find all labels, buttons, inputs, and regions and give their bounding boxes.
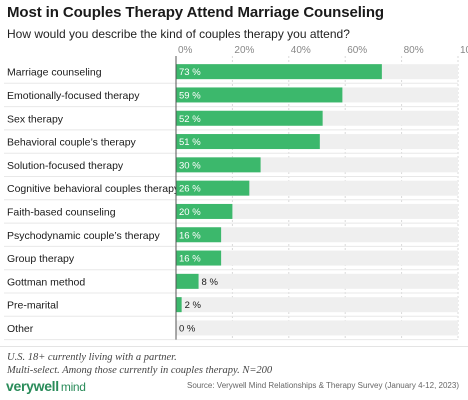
bar — [176, 134, 320, 150]
bar-track — [176, 203, 458, 219]
category-label: Cognitive behavioral couples therapy — [7, 183, 180, 195]
bar-chart: 0% 20% 40% 60% 80% 100% Marriage counseling 73 … — [4, 45, 468, 341]
category-label: Solution-focused therapy — [7, 160, 124, 172]
category-label: Psychodynamic couple’s therapy — [7, 230, 160, 242]
footnote-population: U.S. 18+ currently living with a partner… — [7, 352, 177, 363]
bar-track — [176, 227, 458, 243]
category-label: Faith-based counseling — [7, 206, 116, 218]
x-tick-label: 80% — [404, 45, 424, 56]
bar-track — [176, 320, 458, 336]
bar — [176, 157, 261, 173]
bar-value-label: 20 % — [179, 207, 201, 218]
bar-value-label: 0 % — [179, 323, 196, 334]
x-tick-label: 100% — [460, 45, 468, 56]
bar — [176, 250, 222, 266]
category-label: Sex therapy — [7, 113, 64, 125]
category-label: Group therapy — [7, 253, 75, 265]
chart-title: Most in Couples Therapy Attend Marriage … — [7, 4, 384, 21]
bar — [176, 203, 233, 219]
bar-track — [176, 273, 458, 289]
brand-logo-sub: mind — [60, 380, 86, 394]
footer-divider — [0, 346, 468, 347]
bar-value-label: 26 % — [179, 184, 201, 195]
bar — [176, 64, 382, 80]
category-label: Marriage counseling — [7, 67, 102, 79]
bar — [176, 227, 222, 243]
category-label: Emotionally-focused therapy — [7, 90, 140, 102]
bar-value-label: 59 % — [179, 90, 201, 101]
bar-value-label: 73 % — [179, 67, 201, 78]
x-tick-label: 0% — [178, 45, 193, 56]
bar-value-label: 30 % — [179, 160, 201, 171]
footnote-method: Multi-select. Among those currently in c… — [7, 365, 273, 376]
bar — [176, 87, 343, 103]
bar-value-label: 8 % — [202, 277, 219, 288]
bar-value-label: 2 % — [185, 300, 202, 311]
category-label: Other — [7, 323, 34, 335]
category-label: Pre-marital — [7, 300, 58, 312]
x-tick-label: 60% — [347, 45, 367, 56]
category-label: Gottman method — [7, 276, 85, 288]
bar-track — [176, 250, 458, 266]
chart-subtitle: How would you describe the kind of coupl… — [7, 27, 350, 41]
bar-value-label: 16 % — [179, 230, 201, 241]
bar-value-label: 52 % — [179, 114, 201, 125]
bar-track — [176, 297, 458, 313]
category-label: Behavioral couple’s therapy — [7, 137, 137, 149]
bar-value-label: 16 % — [179, 254, 201, 265]
x-tick-label: 20% — [234, 45, 254, 56]
source-note: Source: Verywell Mind Relationships & Th… — [187, 381, 459, 390]
brand-logo: verywell mind — [6, 378, 86, 394]
bar — [176, 110, 323, 126]
bar-value-label: 51 % — [179, 137, 201, 148]
bar — [176, 273, 199, 289]
bar — [176, 180, 250, 196]
bar — [176, 297, 182, 313]
brand-logo-main: verywell — [6, 378, 59, 394]
x-tick-label: 40% — [291, 45, 311, 56]
